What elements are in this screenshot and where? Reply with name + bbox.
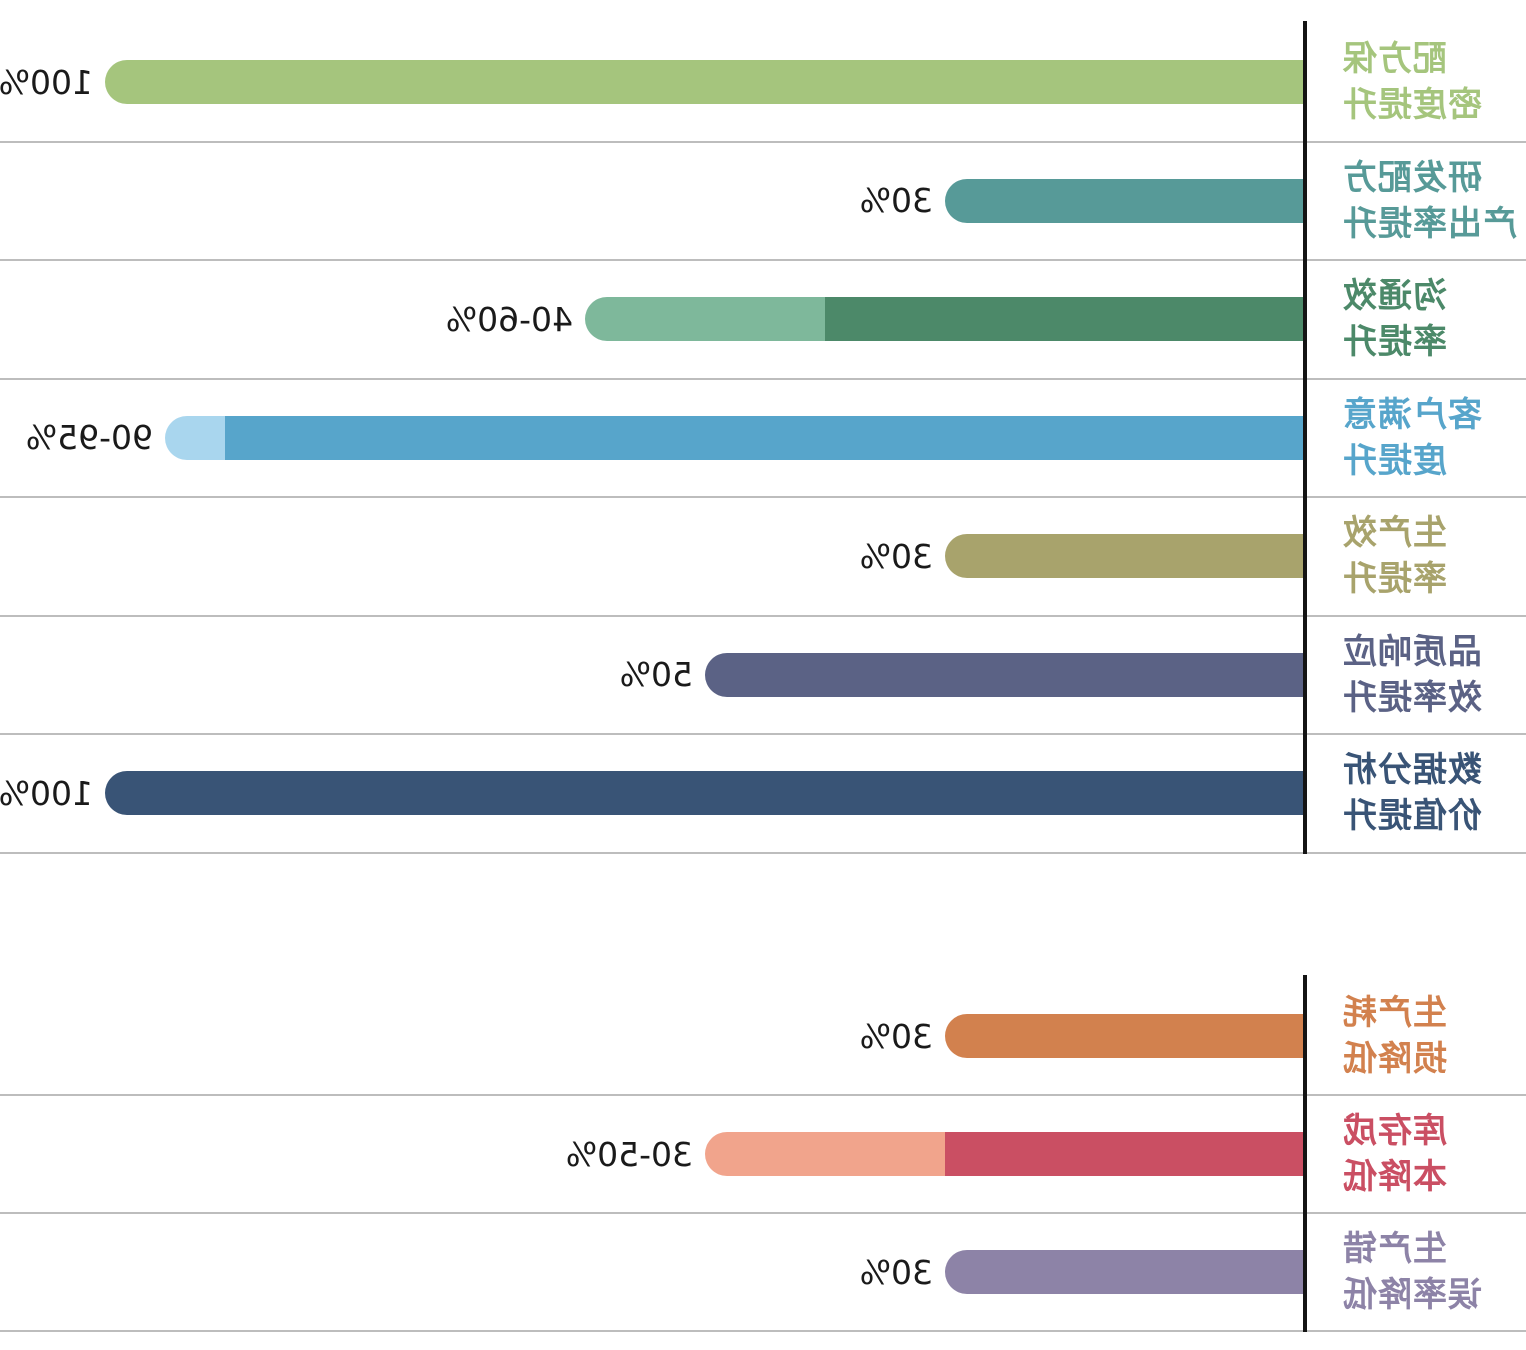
value-label: 30-50% xyxy=(565,1134,693,1174)
bar-segment-range xyxy=(165,415,225,460)
category-label: 研发配方 产出率提升 xyxy=(1342,143,1526,260)
chart-row: 品质响应效率提升 50% xyxy=(0,616,1526,735)
bar-row: 30% xyxy=(860,1014,1305,1058)
bar-row: 30% xyxy=(859,178,1305,223)
bar xyxy=(585,297,1305,342)
chart-row: 生产效率提升 30% xyxy=(0,498,1526,617)
bar-row: 30% xyxy=(860,1250,1305,1294)
axis-line xyxy=(1303,975,1307,1332)
category-label-line: 误率降低 xyxy=(1342,1275,1482,1315)
bar xyxy=(945,178,1305,223)
category-label: 配方保 密度提升 xyxy=(1342,24,1526,141)
chart-group-improvements: 配方保密度提升 100% 研发配方产出率提升 30% 沟通效率提升 40-60% 客户满意度… xyxy=(0,21,1526,854)
axis-line xyxy=(1303,21,1307,854)
bar-row: 100% xyxy=(0,771,1305,816)
bar-segment-solid xyxy=(945,1250,1305,1294)
category-label-line: 本降低 xyxy=(1342,1157,1447,1197)
chart-row: 数据分析价值提升 100% xyxy=(0,735,1526,854)
category-label-line: 度提升 xyxy=(1342,440,1447,481)
value-label: 100% xyxy=(0,773,93,813)
chart-row: 客户满意度提升 90-95% xyxy=(0,379,1526,498)
bar-segment-solid xyxy=(705,652,1305,697)
chart-row: 配方保密度提升 100% xyxy=(0,24,1526,143)
bar xyxy=(105,771,1305,816)
category-label-line: 产出率提升 xyxy=(1342,203,1517,244)
value-label: 50% xyxy=(619,655,693,695)
category-label-line: 价值提升 xyxy=(1342,796,1482,837)
bar-segment-solid xyxy=(105,771,1305,816)
value-label: 100% xyxy=(0,62,93,102)
bar xyxy=(705,1132,1305,1176)
category-label-line: 密度提升 xyxy=(1342,85,1482,126)
category-label-line: 损降低 xyxy=(1342,1039,1447,1079)
bar-segment-range xyxy=(585,297,825,342)
category-label-line: 研发配方 xyxy=(1342,157,1482,198)
category-label-line: 生产耗 xyxy=(1342,993,1447,1033)
chart-row: 生产错误率降低 30% xyxy=(0,1214,1526,1332)
bar xyxy=(165,415,1305,460)
category-label-line: 效率提升 xyxy=(1342,677,1482,718)
bar-row: 90-95% xyxy=(25,415,1305,460)
bar-segment-solid xyxy=(945,178,1305,223)
category-label-line: 生产错 xyxy=(1342,1229,1447,1269)
bar-segment-solid xyxy=(225,415,1305,460)
bar-row: 30% xyxy=(859,534,1305,579)
bar-row: 100% xyxy=(0,60,1305,105)
category-label-line: 库存成 xyxy=(1342,1111,1447,1151)
chart-row: 研发配方产出率提升 30% xyxy=(0,142,1526,261)
bar-row: 50% xyxy=(619,652,1305,697)
bar xyxy=(105,60,1305,105)
chart-group-reductions: 生产耗损降低 30% 库存成本降低 30-50% 生产错误率降低 30% xyxy=(0,975,1526,1332)
bar-row: 30-50% xyxy=(566,1132,1305,1176)
category-label: 生产耗 损降低 xyxy=(1342,978,1526,1094)
bar xyxy=(945,534,1305,579)
value-label: 90-95% xyxy=(25,418,153,458)
category-label-line: 沟通效 xyxy=(1342,276,1447,317)
category-label: 沟通效 率提升 xyxy=(1342,261,1526,378)
value-label: 30% xyxy=(859,536,933,576)
value-label: 30% xyxy=(859,1252,933,1292)
category-label-line: 率提升 xyxy=(1342,322,1447,363)
category-label-line: 生产效 xyxy=(1342,513,1447,554)
category-label: 生产错 误率降低 xyxy=(1342,1214,1526,1330)
bar xyxy=(945,1250,1305,1294)
category-label: 数据分析 价值提升 xyxy=(1342,735,1526,852)
category-label: 客户满意 度提升 xyxy=(1342,380,1526,497)
bar xyxy=(945,1014,1305,1058)
bar-segment-solid xyxy=(825,297,1305,342)
value-label: 30% xyxy=(859,1016,933,1056)
value-label: 30% xyxy=(859,181,933,221)
bar-segment-solid xyxy=(945,1014,1305,1058)
bar-segment-solid xyxy=(945,534,1305,579)
category-label: 品质响应 效率提升 xyxy=(1342,617,1526,734)
category-label-line: 客户满意 xyxy=(1342,394,1482,435)
chart-row: 沟通效率提升 40-60% xyxy=(0,261,1526,380)
bar-segment-solid xyxy=(945,1132,1305,1176)
chart-row: 生产耗损降低 30% xyxy=(0,978,1526,1096)
bar-segment-solid xyxy=(105,60,1305,105)
bar-row: 40-60% xyxy=(445,297,1305,342)
bar xyxy=(705,652,1305,697)
value-label: 40-60% xyxy=(445,299,573,339)
category-label-line: 数据分析 xyxy=(1342,750,1482,791)
category-label: 生产效 率提升 xyxy=(1342,498,1526,615)
bar-segment-range xyxy=(705,1132,945,1176)
category-label-line: 配方保 xyxy=(1342,39,1447,80)
category-label-line: 率提升 xyxy=(1342,559,1447,600)
category-label: 库存成 本降低 xyxy=(1342,1096,1526,1212)
category-label-line: 品质响应 xyxy=(1342,631,1482,672)
chart-row: 库存成本降低 30-50% xyxy=(0,1096,1526,1214)
